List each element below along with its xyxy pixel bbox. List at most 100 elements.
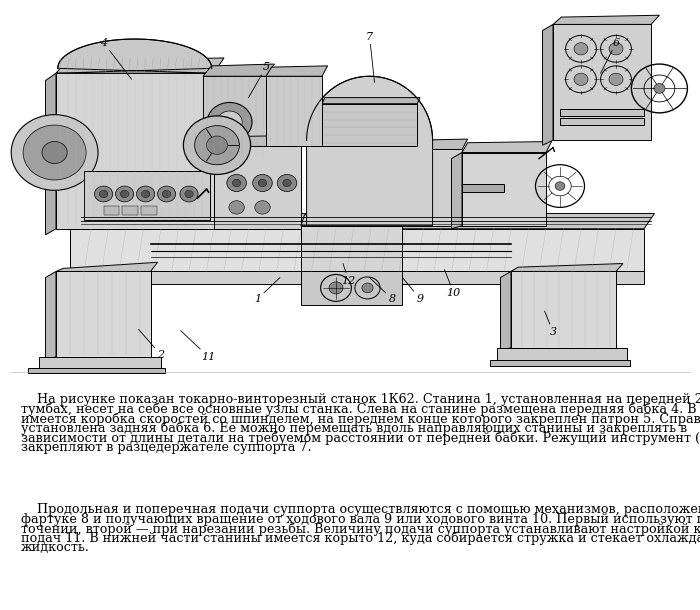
Circle shape bbox=[609, 43, 623, 55]
Polygon shape bbox=[560, 118, 644, 125]
Polygon shape bbox=[402, 139, 468, 149]
Circle shape bbox=[574, 43, 588, 55]
Text: тумбах, несет на себе все основные узлы станка. Слева на станине размещена перед: тумбах, несет на себе все основные узлы … bbox=[21, 403, 700, 417]
Circle shape bbox=[329, 282, 343, 294]
Polygon shape bbox=[462, 142, 552, 152]
Polygon shape bbox=[301, 215, 412, 226]
Text: установлена задняя бабка 6. Ее можно перемещать вдоль направляющих станины и зак: установлена задняя бабка 6. Ее можно пер… bbox=[21, 422, 687, 436]
Circle shape bbox=[362, 283, 373, 293]
Circle shape bbox=[120, 190, 129, 198]
Circle shape bbox=[229, 201, 244, 214]
Text: закрепляют в разцедержателе суппорта 7.: закрепляют в разцедержателе суппорта 7. bbox=[21, 440, 312, 454]
Polygon shape bbox=[214, 146, 301, 229]
Text: 11: 11 bbox=[181, 331, 216, 362]
Circle shape bbox=[258, 179, 267, 187]
Circle shape bbox=[574, 73, 588, 85]
Polygon shape bbox=[553, 15, 659, 24]
Polygon shape bbox=[307, 76, 433, 226]
Polygon shape bbox=[402, 149, 462, 226]
Polygon shape bbox=[301, 271, 402, 305]
Polygon shape bbox=[266, 66, 328, 76]
Circle shape bbox=[277, 174, 297, 192]
Polygon shape bbox=[301, 226, 402, 271]
Text: имеется коробка скоростей со шпинделем, на переднем конце которого закреплен пат: имеется коробка скоростей со шпинделем, … bbox=[21, 412, 700, 426]
Polygon shape bbox=[214, 135, 309, 146]
Text: 1: 1 bbox=[254, 278, 280, 304]
Circle shape bbox=[232, 179, 241, 187]
Circle shape bbox=[116, 186, 134, 202]
Polygon shape bbox=[38, 357, 161, 369]
Polygon shape bbox=[141, 206, 157, 215]
Polygon shape bbox=[553, 24, 651, 140]
Polygon shape bbox=[46, 73, 56, 235]
Circle shape bbox=[253, 174, 272, 192]
Polygon shape bbox=[560, 109, 644, 116]
Text: 9: 9 bbox=[402, 278, 423, 304]
Circle shape bbox=[162, 190, 171, 198]
Polygon shape bbox=[490, 360, 630, 366]
Text: точении, второй — при нарезании резьбы. Величину подачи суппорта устанавливают н: точении, второй — при нарезании резьбы. … bbox=[21, 522, 700, 536]
Circle shape bbox=[555, 182, 565, 190]
Polygon shape bbox=[542, 24, 553, 145]
Polygon shape bbox=[70, 214, 654, 229]
Polygon shape bbox=[322, 104, 417, 146]
Circle shape bbox=[94, 186, 113, 202]
Circle shape bbox=[609, 73, 623, 85]
Polygon shape bbox=[462, 152, 546, 226]
Text: зависимости от длины детали на требуемом расстоянии от передней бабки. Режущий и: зависимости от длины детали на требуемом… bbox=[21, 431, 700, 445]
Polygon shape bbox=[511, 271, 616, 348]
Circle shape bbox=[283, 179, 291, 187]
Text: 2: 2 bbox=[139, 329, 164, 360]
Polygon shape bbox=[56, 271, 150, 357]
Polygon shape bbox=[203, 76, 266, 159]
Circle shape bbox=[136, 186, 155, 202]
Polygon shape bbox=[497, 348, 626, 361]
Polygon shape bbox=[122, 206, 138, 215]
Polygon shape bbox=[462, 184, 504, 192]
Polygon shape bbox=[203, 64, 274, 76]
Polygon shape bbox=[354, 180, 391, 189]
Polygon shape bbox=[70, 271, 644, 284]
Circle shape bbox=[99, 190, 108, 198]
Circle shape bbox=[227, 174, 246, 192]
Polygon shape bbox=[301, 214, 406, 226]
Polygon shape bbox=[350, 189, 392, 215]
Polygon shape bbox=[266, 76, 322, 146]
Text: 5: 5 bbox=[248, 62, 270, 98]
Polygon shape bbox=[56, 73, 213, 229]
Text: 10: 10 bbox=[444, 270, 461, 298]
Circle shape bbox=[183, 116, 251, 174]
Polygon shape bbox=[322, 98, 420, 104]
Text: 12: 12 bbox=[342, 264, 356, 285]
Polygon shape bbox=[70, 229, 644, 271]
Circle shape bbox=[11, 115, 98, 190]
Polygon shape bbox=[500, 271, 511, 351]
Text: Продольная и поперечная подачи суппорта осуществляются с помощью механизмов, рас: Продольная и поперечная подачи суппорта … bbox=[21, 503, 700, 516]
Circle shape bbox=[185, 190, 193, 198]
Circle shape bbox=[654, 84, 665, 93]
Polygon shape bbox=[46, 271, 56, 360]
Circle shape bbox=[217, 111, 242, 133]
Polygon shape bbox=[56, 39, 213, 73]
Polygon shape bbox=[452, 152, 462, 229]
Circle shape bbox=[206, 136, 228, 154]
Text: 7: 7 bbox=[366, 32, 375, 82]
Circle shape bbox=[207, 102, 252, 142]
Text: подач 11. В нижней части станины имеется корыто 12, куда собирается стружка и ст: подач 11. В нижней части станины имеется… bbox=[21, 531, 700, 545]
Polygon shape bbox=[56, 262, 158, 271]
Circle shape bbox=[195, 126, 239, 165]
Circle shape bbox=[158, 186, 176, 202]
Polygon shape bbox=[84, 171, 210, 220]
Polygon shape bbox=[28, 368, 164, 373]
Circle shape bbox=[255, 201, 270, 214]
Circle shape bbox=[42, 142, 67, 163]
Text: 6: 6 bbox=[601, 38, 620, 73]
Text: На рисунке показан токарно-винторезный станок 1К62. Станина 1, установленная на : На рисунке показан токарно-винторезный с… bbox=[21, 393, 700, 406]
Text: жидкость.: жидкость. bbox=[21, 541, 90, 554]
Text: 4: 4 bbox=[100, 38, 132, 79]
Circle shape bbox=[180, 186, 198, 202]
Polygon shape bbox=[104, 206, 119, 215]
Text: фартуке 8 и получающих вращение от ходового вала 9 или ходового винта 10. Первый: фартуке 8 и получающих вращение от ходов… bbox=[21, 512, 700, 526]
Polygon shape bbox=[56, 58, 224, 73]
Text: 8: 8 bbox=[370, 278, 395, 304]
